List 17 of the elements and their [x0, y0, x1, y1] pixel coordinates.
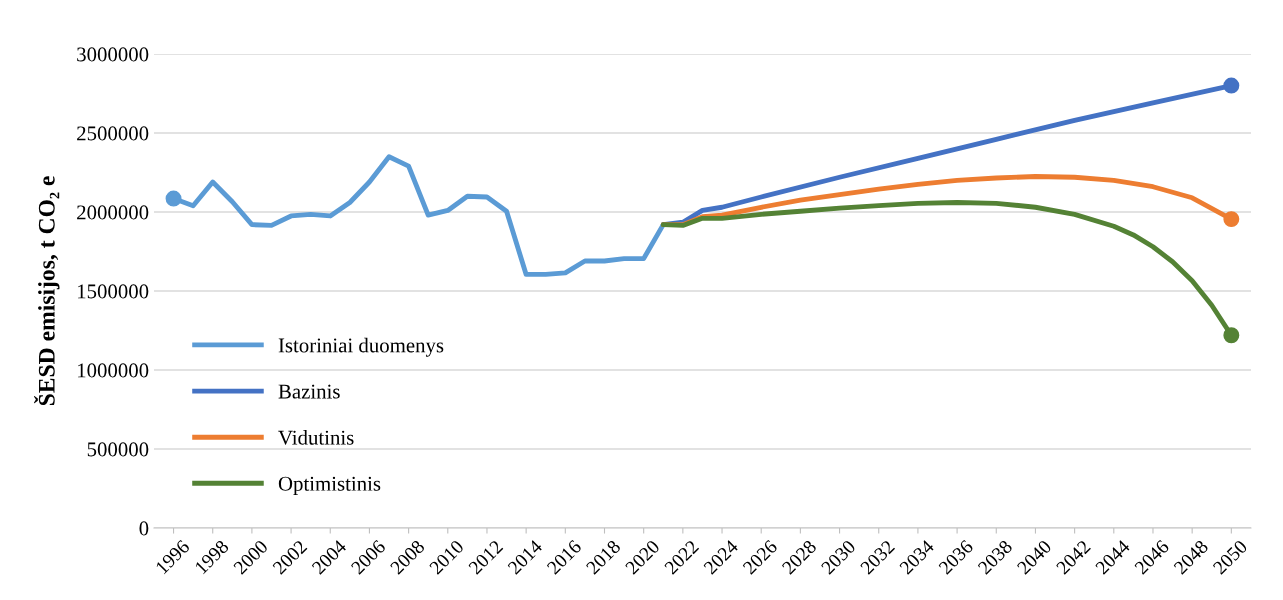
legend-label: Bazinis: [278, 384, 340, 399]
y-tick-label: 1000000: [78, 363, 149, 378]
y-tick-label: 2000000: [77, 205, 149, 220]
y-tick-label: 2500000: [77, 126, 149, 141]
point: [1223, 77, 1240, 94]
y-tick-label: 3000000: [77, 47, 149, 62]
legend-label: Istoriniai duomenys: [278, 337, 444, 357]
point: [165, 190, 182, 207]
legend-label: Optimistinis: [278, 476, 381, 496]
y-tick-label: 0: [139, 521, 149, 536]
y-axis-title: ŠESD emisijos, t CO₂ e: [34, 176, 60, 406]
y-tick-label: 1500000: [78, 284, 149, 299]
point: [1223, 211, 1240, 228]
point: [1223, 327, 1240, 344]
y-tick-label: 500000: [87, 442, 149, 457]
x-tick-label: 1998: [194, 539, 230, 575]
legend-label: Vidutinis: [278, 430, 354, 445]
